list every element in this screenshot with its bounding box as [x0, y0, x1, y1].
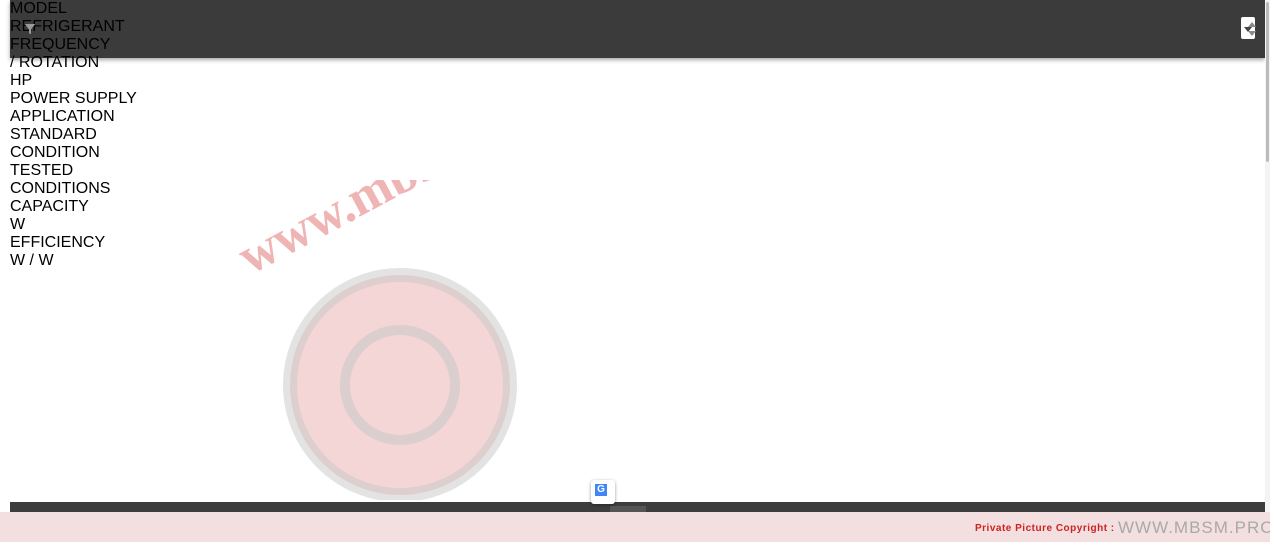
copyright-site: WWW.MBSM.PRO — [1118, 518, 1270, 537]
header-label: W — [10, 216, 26, 233]
footer: Private Picture Copyright : WWW.MBSM.PRO — [0, 512, 1270, 542]
header-label: FREQUENCY — [10, 36, 111, 53]
sort-icon[interactable] — [1247, 21, 1257, 37]
header-cell[interactable]: EFFICIENCY W / W — [10, 22, 1256, 270]
header-cell[interactable]: STANDARD CONDITION — [10, 22, 1256, 162]
translate-button[interactable]: G — [591, 480, 615, 504]
filter-icon[interactable] — [24, 23, 36, 35]
header-cell[interactable]: CAPACITY W — [10, 17, 1255, 234]
bottom-bar — [10, 502, 1265, 512]
header-label: MODEL — [10, 0, 67, 17]
header-label: HP — [10, 72, 33, 89]
header-cell[interactable]: POWER SUPPLY — [10, 22, 1256, 108]
copyright-label: Private Picture Copyright : — [975, 523, 1115, 534]
translate-icon: G — [595, 484, 607, 496]
header-cell[interactable]: FREQUENCY / ROTATION — [10, 22, 1256, 72]
header-label: APPLICATION — [10, 108, 115, 125]
header-label: TESTED — [10, 162, 74, 179]
header-cell[interactable]: HP — [10, 22, 1256, 90]
header-cell[interactable]: TESTED CONDITIONS — [10, 22, 1256, 198]
header-label: CAPACITY — [10, 198, 89, 215]
watermark-logo — [283, 268, 517, 500]
header-label: CONDITION — [10, 144, 100, 161]
header-label: / ROTATION — [10, 54, 100, 71]
scrollbar-track — [1265, 0, 1270, 512]
header-cell[interactable]: APPLICATION — [10, 22, 1256, 126]
watermark-logo — [340, 325, 460, 445]
header-cell[interactable]: MODEL — [10, 0, 1256, 36]
bottom-tab — [610, 506, 646, 512]
header-label: EFFICIENCY — [10, 234, 106, 251]
watermark-text: www.mbsm.pro — [230, 180, 563, 286]
table-header: MODEL REFRIGERANT FREQUENCY / ROTATION HP POW… — [10, 0, 1265, 269]
header-label: W / W — [10, 252, 54, 269]
header-label: STANDARD — [10, 126, 97, 143]
header-label: CONDITIONS — [10, 180, 111, 197]
watermark: www.mbsm.pro — [230, 180, 563, 500]
header-label: REFRIGERANT — [10, 18, 125, 35]
header-label: POWER SUPPLY — [10, 90, 137, 107]
scrollbar-thumb[interactable] — [1266, 2, 1269, 162]
